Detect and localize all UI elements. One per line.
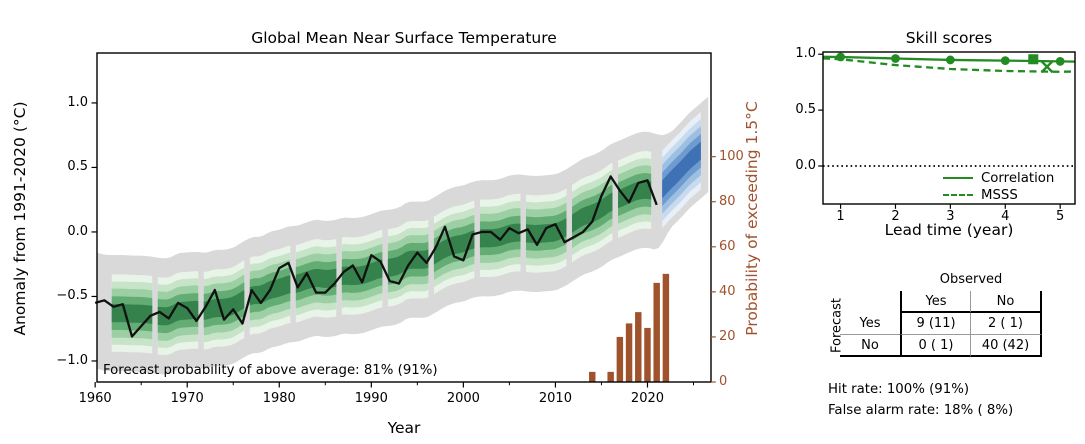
hindcast-plume xyxy=(341,259,383,286)
table-cell: 0 ( 1) xyxy=(900,335,971,357)
x-tick-label: 1960 xyxy=(78,391,112,406)
main-axes-frame xyxy=(96,52,712,383)
main-y-axis-label-left: Anomaly from 1991-2020 (°C) xyxy=(11,101,29,336)
probability-bar xyxy=(644,327,651,382)
y-tick-label: −0.5 xyxy=(56,288,88,304)
correlation-marker xyxy=(1055,56,1065,66)
skill-x-tick-label: 2 xyxy=(891,209,900,224)
table-col-header-yes: Yes xyxy=(900,291,971,313)
x-tick-label: 2010 xyxy=(538,391,572,406)
table-col-header-no: No xyxy=(971,291,1042,313)
false-alarm-rate-text: False alarm rate: 18% ( 8%) xyxy=(828,402,1014,418)
main-chart xyxy=(91,52,716,388)
contingency-table: Yes No Yes 9 (11) 2 ( 1) No 0 ( 1) 40 (4… xyxy=(840,291,1042,357)
x-tick-label: 2000 xyxy=(446,391,480,406)
probability-bar xyxy=(607,371,614,382)
probability-tick-label: 20 xyxy=(719,328,736,344)
msss-line xyxy=(822,57,1076,73)
table-row-label-yes: Yes xyxy=(840,313,900,335)
y-tick-label: 0.5 xyxy=(67,159,88,175)
hindcast-plume xyxy=(572,192,613,233)
correlation-marker xyxy=(945,55,955,65)
skill-axes-frame xyxy=(822,51,1076,205)
skill-legend: Correlation MSSS xyxy=(943,170,1054,204)
probability-tick-label: 0 xyxy=(719,374,728,389)
correlation-marker xyxy=(891,54,900,63)
y-tick-label: −1.0 xyxy=(56,352,88,368)
main-x-axis-label: Year xyxy=(387,419,421,437)
square-marker xyxy=(1028,54,1039,65)
forecast-probability-annotation: Forecast probability of above average: 8… xyxy=(103,363,438,378)
skill-x-tick-label: 4 xyxy=(1001,209,1010,224)
probability-tick-label: 40 xyxy=(719,283,736,299)
forecast-plume xyxy=(662,141,701,199)
skill-y-tick-label: 0.5 xyxy=(795,102,816,118)
hindcast-plume xyxy=(111,304,153,324)
x-tick-label: 1980 xyxy=(262,391,296,406)
x-tick-label: 1970 xyxy=(170,391,204,406)
correlation-marker xyxy=(1000,56,1010,66)
skill-chart xyxy=(818,51,1076,209)
skill-x-tick-label: 5 xyxy=(1056,209,1065,224)
contingency-observed-header: Observed xyxy=(939,272,1003,287)
probability-bar xyxy=(589,371,596,382)
y-tick-label: 1.0 xyxy=(67,94,88,110)
table-cell: 9 (11) xyxy=(900,313,971,335)
legend-item-msss: MSSS xyxy=(943,187,1054,203)
table-row-label-no: No xyxy=(840,335,900,357)
verification-stats: Hit rate: 100% (91%) False alarm rate: 1… xyxy=(828,380,1013,421)
probability-bar xyxy=(625,323,633,382)
skill-y-tick-label: 0.0 xyxy=(795,158,816,173)
skill-y-tick-label: 1.0 xyxy=(795,46,816,62)
observed-line xyxy=(94,175,658,338)
table-cell: 2 ( 1) xyxy=(971,313,1042,335)
probability-bar xyxy=(635,312,642,382)
main-chart-title: Global Mean Near Surface Temperature xyxy=(251,29,557,47)
skill-x-tick-label: 1 xyxy=(836,209,845,224)
skill-x-tick-label: 3 xyxy=(946,209,955,224)
skill-x-axis-label: Lead time (year) xyxy=(884,221,1014,239)
probability-tick-label: 100 xyxy=(719,148,744,164)
probability-tick-label: 80 xyxy=(719,193,736,209)
hit-rate-text: Hit rate: 100% (91%) xyxy=(828,382,970,397)
x-marker xyxy=(1040,60,1054,74)
hindcast-plume xyxy=(618,180,652,209)
skill-chart-title: Skill scores xyxy=(905,29,993,47)
dashed-line-icon xyxy=(943,194,973,196)
probability-bar xyxy=(616,336,624,382)
x-tick-label: 1990 xyxy=(354,391,388,406)
legend-item-correlation: Correlation xyxy=(943,170,1054,186)
legend-label: Correlation xyxy=(981,170,1055,186)
hindcast-plume xyxy=(387,249,429,278)
hindcast-plume xyxy=(433,230,475,265)
hindcast-plume xyxy=(157,300,199,326)
y-tick-label: 0.0 xyxy=(67,223,88,239)
x-tick-label: 2020 xyxy=(630,391,665,406)
table-corner-cell xyxy=(840,291,900,313)
probability-tick-label: 60 xyxy=(719,238,736,254)
probability-bar xyxy=(662,273,670,382)
solid-line-icon xyxy=(943,177,973,179)
legend-label: MSSS xyxy=(981,187,1018,203)
table-cell: 40 (42) xyxy=(971,335,1042,357)
probability-bar xyxy=(653,282,660,382)
main-y-axis-label-right: Probability of exceeding 1.5°C xyxy=(743,101,761,336)
